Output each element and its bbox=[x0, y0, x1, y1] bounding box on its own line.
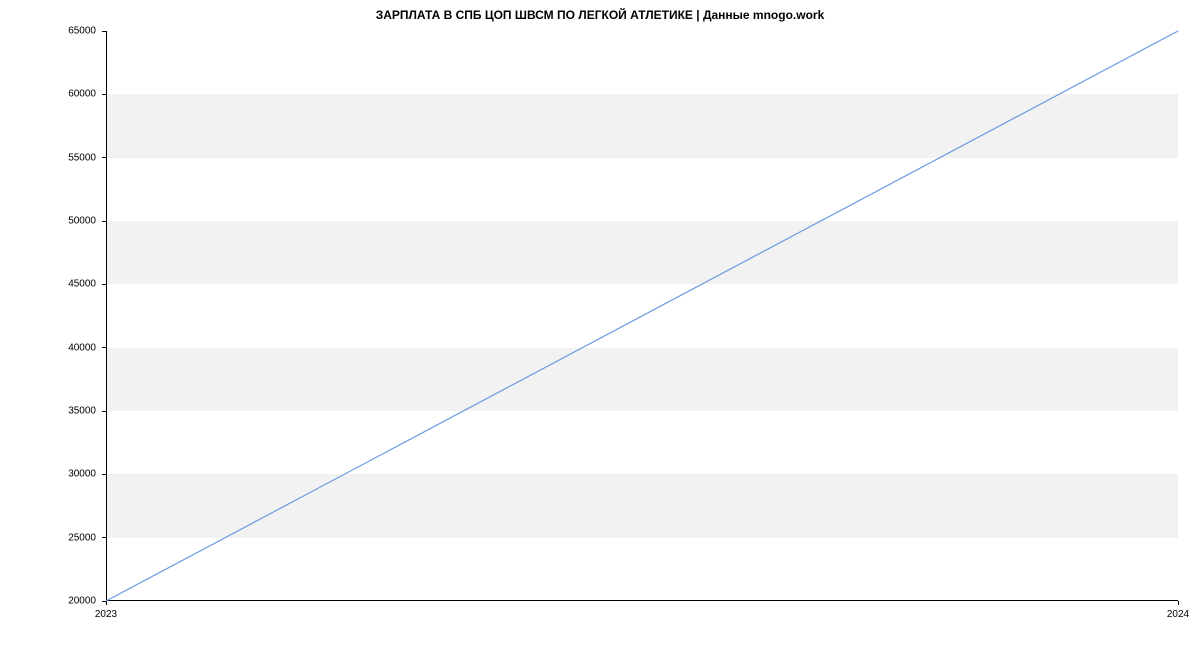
y-tick-label: 35000 bbox=[68, 406, 96, 417]
plot-area: 2000025000300003500040000450005000055000… bbox=[106, 31, 1178, 601]
x-tick-mark bbox=[1178, 601, 1179, 605]
y-tick-label: 60000 bbox=[68, 89, 96, 100]
y-tick-label: 40000 bbox=[68, 342, 96, 353]
x-tick-mark bbox=[106, 601, 107, 605]
chart-container: 20000 25000 30000 35000 40000 45000 50000 55000… bbox=[0, 0, 1200, 650]
x-tick-label: 2024 bbox=[1167, 609, 1189, 620]
x-tick-label: 2023 bbox=[95, 609, 117, 620]
y-tick-label: 65000 bbox=[68, 26, 96, 37]
y-tick-label: 45000 bbox=[68, 279, 96, 290]
series-line bbox=[106, 31, 1178, 601]
y-tick-label: 25000 bbox=[68, 532, 96, 543]
y-tick-label: 55000 bbox=[68, 152, 96, 163]
y-tick-label: 50000 bbox=[68, 216, 96, 227]
y-tick-label: 30000 bbox=[68, 469, 96, 480]
y-tick-label: 20000 bbox=[68, 596, 96, 607]
line-layer bbox=[106, 31, 1178, 601]
